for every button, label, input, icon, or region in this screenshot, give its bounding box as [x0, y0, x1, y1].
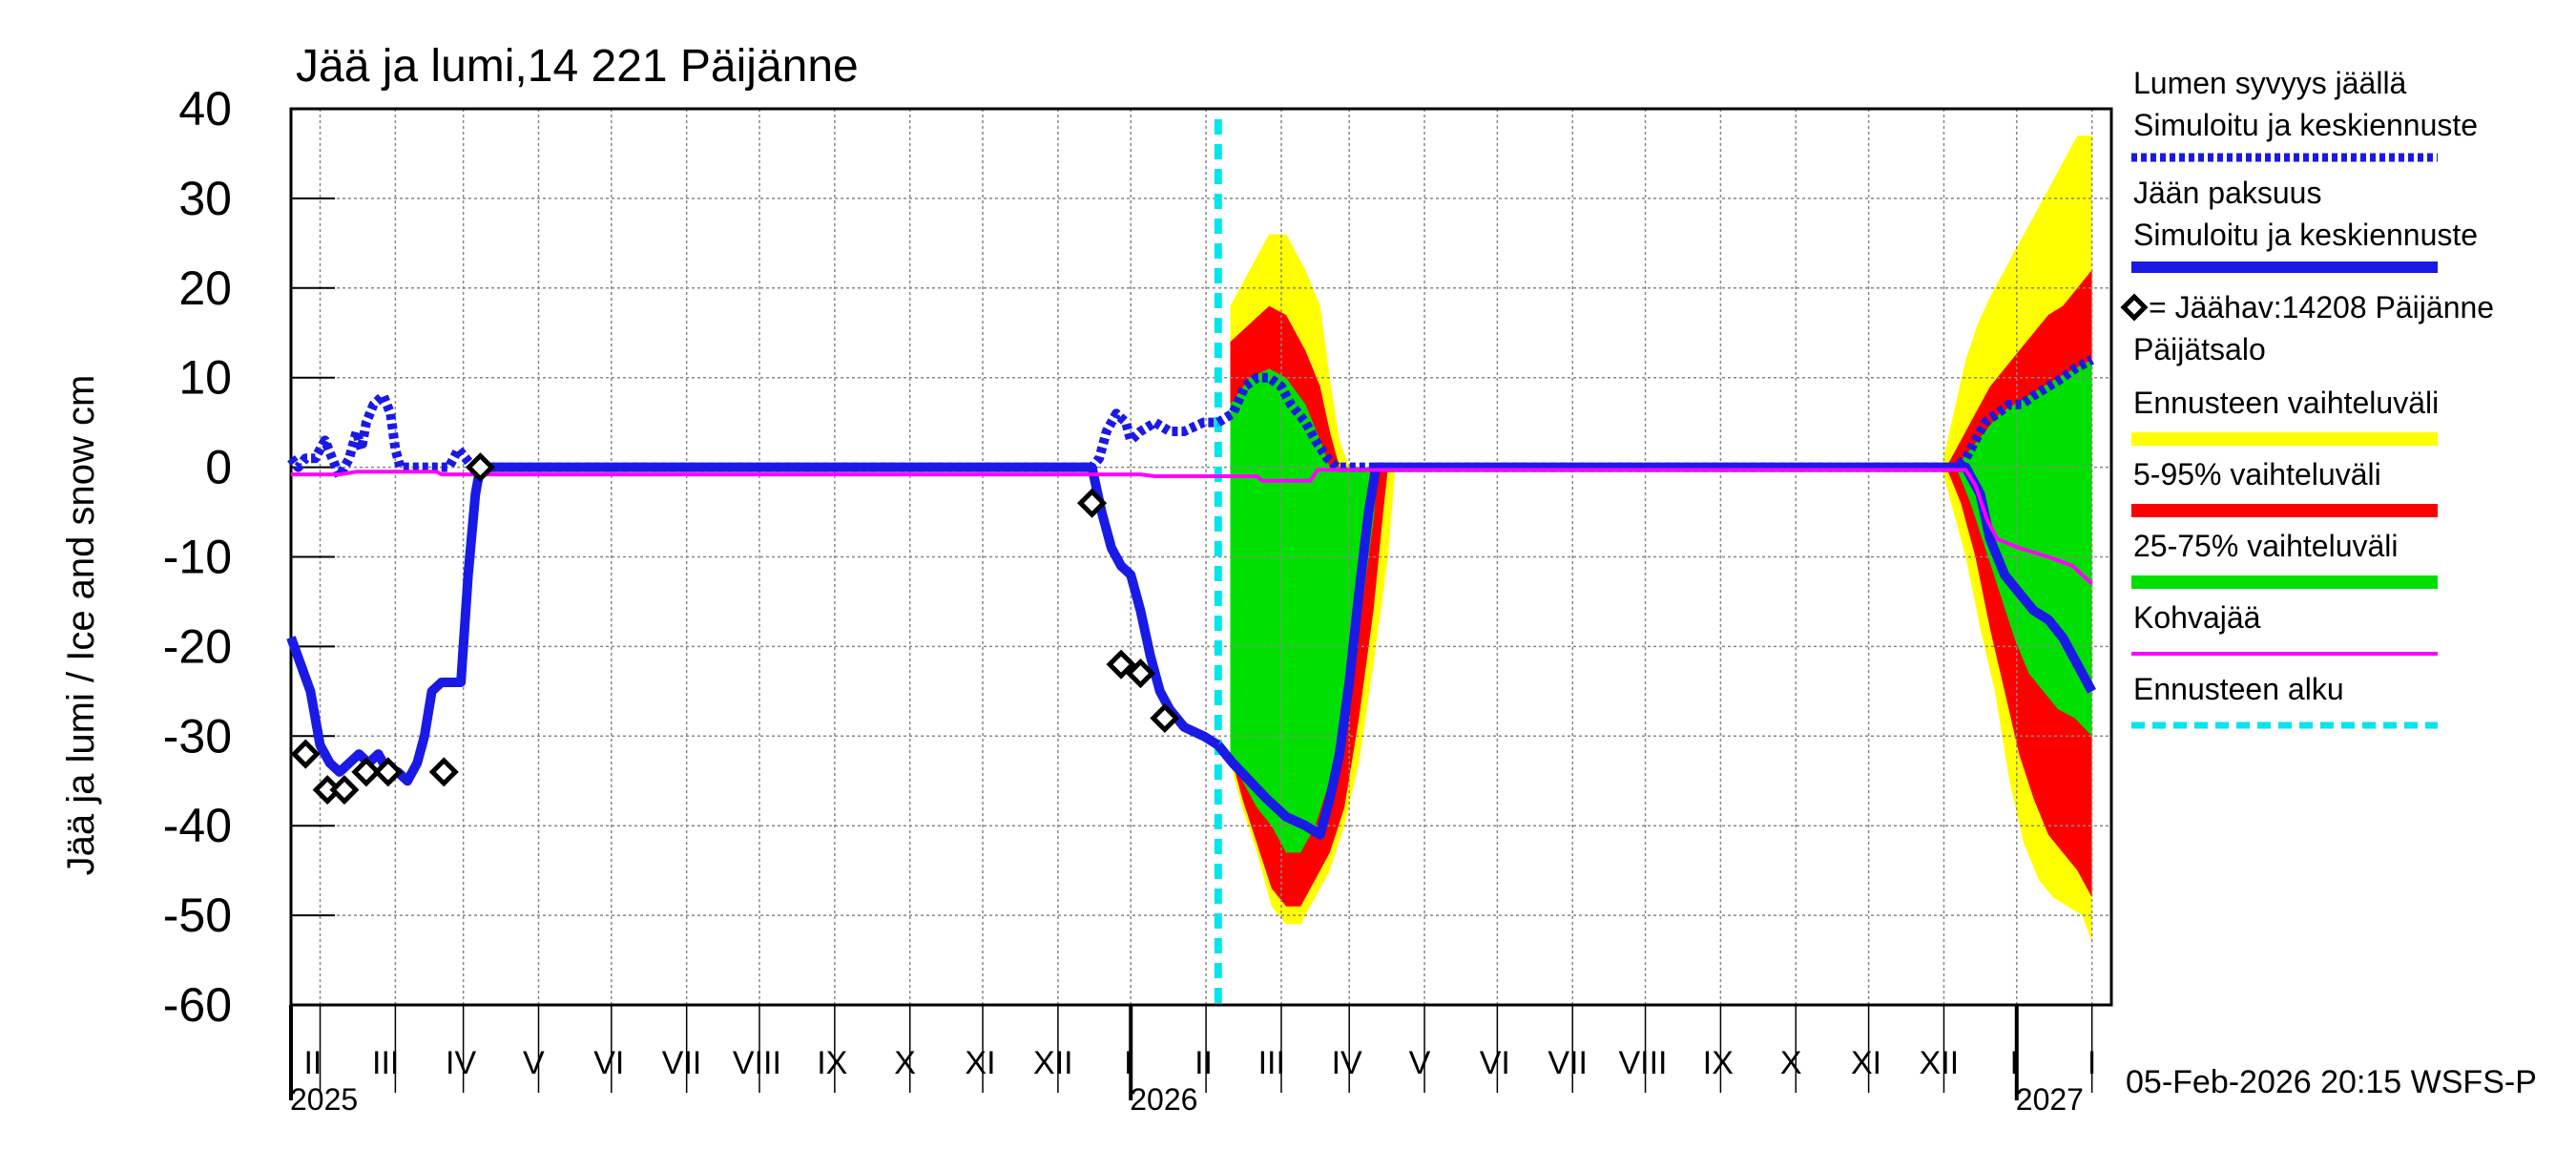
y-tick-label: 10: [178, 351, 232, 405]
legend-label-2: Simuloitu ja keskiennuste: [2133, 108, 2478, 142]
observation-marker: [1125, 659, 1155, 689]
month-label: VII: [1548, 1045, 1588, 1081]
observation-marker: [1106, 649, 1136, 680]
y-tick-label: -60: [163, 978, 232, 1032]
observation-marker: [465, 452, 495, 483]
month-label: I: [1124, 1045, 1132, 1081]
y-tick-label: 20: [178, 261, 232, 315]
month-label: VIII: [733, 1045, 781, 1081]
month-label: IV: [446, 1045, 476, 1081]
legend-label: Ennusteen vaihteluväli: [2133, 386, 2439, 420]
y-tick-label: -40: [163, 799, 232, 852]
forecast-bands: [1230, 136, 2092, 943]
month-label: IX: [1703, 1045, 1734, 1081]
y-tick-label: -10: [163, 531, 232, 584]
month-label: XI: [965, 1045, 995, 1081]
month-label: XII: [1033, 1045, 1073, 1081]
legend-label-2: Simuloitu ja keskiennuste: [2133, 218, 2478, 252]
month-label: VIII: [1618, 1045, 1667, 1081]
observation-marker: [428, 757, 459, 787]
year-label: 2025: [290, 1082, 358, 1117]
legend-marker: [2120, 293, 2149, 322]
series-3: [1214, 462, 2097, 840]
legend: Lumen syvyys jäällä Simuloitu ja keskienn…: [2120, 66, 2494, 729]
y-tick-label: -30: [163, 709, 232, 763]
y-tick-label: 0: [205, 441, 232, 494]
month-label: I: [2010, 1045, 2019, 1081]
observation-marker: [351, 757, 382, 787]
year-label: 2027: [2016, 1082, 2084, 1117]
month-label: VI: [593, 1045, 624, 1081]
chart-title: Jää ja lumi,14 221 Päijänne: [296, 41, 859, 92]
month-label: VII: [662, 1045, 702, 1081]
plot-frame: [289, 107, 2113, 1007]
month-label: III: [372, 1045, 399, 1081]
y-axis-label: Jää ja lumi / Ice and snow cm: [60, 375, 102, 876]
series-0: [287, 390, 1218, 481]
legend-label: Ennusteen alku: [2133, 672, 2344, 706]
data-series: [286, 119, 2097, 1005]
legend-label-2: Päijätsalo: [2133, 332, 2266, 366]
legend-label: 5-95% vaihteluväli: [2133, 457, 2381, 491]
series-2: [286, 462, 1221, 786]
observation-marker: [290, 739, 321, 769]
month-label: V: [523, 1045, 545, 1081]
y-tick-label: -50: [163, 889, 232, 942]
month-label: II: [1195, 1045, 1213, 1081]
y-tick-label: 30: [178, 172, 232, 225]
observation-markers: [290, 452, 1180, 805]
month-label: XII: [1920, 1045, 1960, 1081]
band-2: [1230, 359, 2092, 853]
month-label: III: [1258, 1045, 1285, 1081]
y-tick-label: -20: [163, 619, 232, 673]
month-label: I: [2088, 1045, 2096, 1081]
month-label: X: [894, 1045, 916, 1081]
legend-label: Kohvajää: [2133, 600, 2261, 635]
observation-marker: [373, 757, 404, 787]
observation-marker: [1150, 702, 1180, 734]
observation-marker: [1076, 488, 1108, 518]
month-label: V: [1409, 1045, 1431, 1081]
year-label: 2026: [1130, 1082, 1197, 1117]
month-label: X: [1780, 1045, 1802, 1081]
band-1: [1230, 270, 2092, 907]
legend-label: Jään paksuus: [2133, 176, 2321, 210]
timestamp-footer: 05-Feb-2026 20:15 WSFS-P: [2126, 1064, 2537, 1100]
observation-marker: [329, 775, 360, 805]
month-label: XI: [1851, 1045, 1881, 1081]
grid-lines: [290, 108, 2111, 1006]
month-label: IV: [1332, 1045, 1362, 1081]
series-4: [291, 468, 2093, 586]
month-label: VI: [1480, 1045, 1510, 1081]
legend-label: = Jäähav:14208 Päijänne: [2149, 290, 2494, 324]
legend-label: 25-75% vaihteluväli: [2133, 529, 2399, 563]
y-tick-label: 40: [178, 82, 232, 136]
month-label: II: [303, 1045, 322, 1081]
legend-label: Lumen syvyys jäällä: [2133, 66, 2407, 100]
month-label: IX: [817, 1045, 847, 1081]
